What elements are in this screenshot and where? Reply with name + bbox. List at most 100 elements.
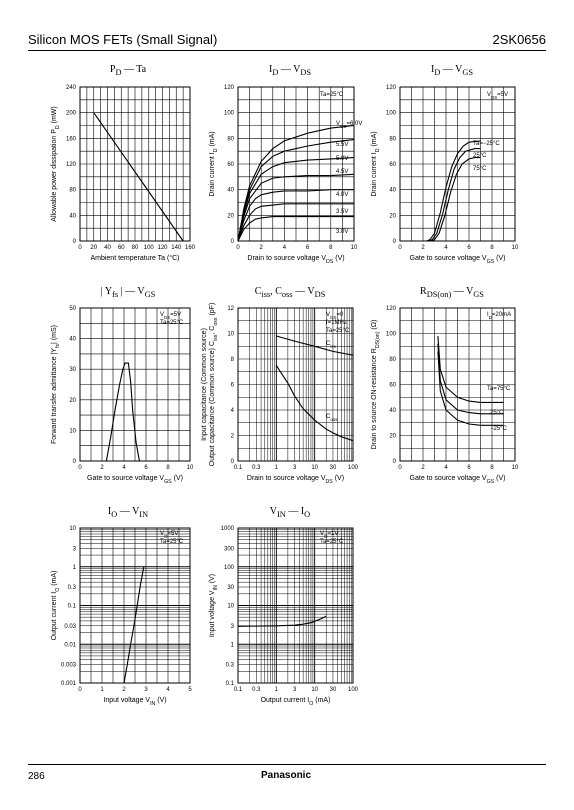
y-tick-label: 0.3	[226, 663, 235, 669]
chart-note: Ta=25°C	[160, 539, 184, 545]
chart-title: VIN — IO	[269, 506, 311, 519]
y-tick-label: 1	[231, 642, 235, 648]
series-line	[237, 173, 355, 242]
y-tick-label: 3	[73, 546, 77, 552]
page-header: Silicon MOS FETs (Small Signal) 2SK0656	[28, 30, 546, 51]
chart-title: | Yfs | — VGS	[100, 286, 156, 299]
y-tick-label: 0	[393, 459, 397, 465]
plot-frame	[399, 307, 516, 462]
y-tick-label: 60	[389, 383, 396, 389]
plot-frame	[237, 86, 355, 242]
x-tick-label: 100	[348, 465, 359, 471]
y-tick-label: 120	[224, 85, 235, 91]
x-tick-label: 2	[122, 687, 126, 693]
x-tick-label: 5	[188, 687, 192, 693]
y-tick-label: 0.003	[61, 663, 77, 669]
chart-note: Ta=25°C	[320, 92, 344, 98]
y-tick-label: 60	[227, 162, 234, 168]
page-number: 286	[28, 771, 45, 782]
x-tick-label: 3	[293, 687, 297, 693]
series-label: 5.5V	[336, 142, 348, 148]
x-axis-label: Gate to source voltage VGS (V)	[410, 475, 506, 485]
y-tick-label: 100	[386, 111, 397, 117]
y-tick-label: 12	[227, 306, 234, 312]
chart-rds-vgs: RDS(on) — VGS	[372, 286, 532, 486]
chart-ciss-coss-vds: Ciss, Coss — VDS	[210, 286, 370, 486]
series-line	[237, 216, 354, 242]
x-tick-label: 30	[330, 465, 337, 471]
x-tick-label: 3	[144, 687, 148, 693]
brand-name: Panasonic	[261, 770, 312, 781]
chart-title: Ciss, Coss — VDS	[254, 286, 326, 299]
series-label: 4.0V	[336, 192, 348, 198]
y-tick-label: 1	[73, 565, 77, 571]
plot-frame	[79, 527, 191, 684]
y-axis-label: Drain current ID (mA)	[371, 131, 381, 196]
series-line	[237, 615, 327, 627]
y-axis-label: Drain to source ON-resistance RDS(on) (Ω…	[371, 320, 381, 450]
y-tick-label: 4	[231, 408, 235, 414]
y-tick-label: 3	[231, 624, 235, 630]
y-tick-label: 10	[227, 604, 234, 610]
chart-note: VO=5V	[160, 531, 178, 539]
x-axis-label: Gate to source voltage VGS (V)	[410, 255, 506, 265]
series-label: Coss	[326, 414, 338, 422]
y-tick-label: 40	[69, 213, 76, 219]
x-tick-label: 4	[283, 245, 287, 251]
chart-note: f=1MHz	[326, 320, 347, 326]
x-tick-label: 140	[171, 245, 182, 251]
y-tick-label: 30	[227, 585, 234, 591]
y-tick-label: 0.1	[226, 681, 235, 687]
y-tick-label: 30	[69, 367, 76, 373]
x-tick-label: 0.3	[252, 687, 261, 693]
series-line	[276, 335, 354, 356]
y-tick-label: 20	[389, 213, 396, 219]
chart-io-vin: IO — VIN	[48, 506, 208, 706]
y-tick-label: 10	[69, 526, 76, 532]
y-tick-label: 80	[227, 136, 234, 142]
y-tick-label: 1000	[221, 526, 235, 532]
x-tick-label: 3	[293, 465, 297, 471]
y-tick-label: 40	[389, 408, 396, 414]
x-tick-label: 10	[512, 245, 519, 251]
y-tick-label: 120	[386, 306, 397, 312]
y-tick-label: 20	[389, 434, 396, 440]
series-line	[437, 336, 504, 403]
x-tick-label: 0	[398, 465, 402, 471]
series-label: −25°C	[490, 426, 508, 432]
y-tick-label: 20	[227, 213, 234, 219]
x-tick-label: 4	[166, 687, 170, 693]
y-tick-label: 50	[69, 306, 76, 312]
x-axis-label: Output current IO (mA)	[261, 697, 331, 707]
x-tick-label: 60	[118, 245, 125, 251]
chart-title: PD — Ta	[109, 64, 147, 77]
x-axis-label: Gate to source voltage VGS (V)	[87, 475, 183, 485]
chart-yfs_vgs: 0 2 4 6 8 10 0 10 20 30 40 50 Gate to source voltage…	[51, 306, 194, 485]
y-tick-label: 80	[389, 357, 396, 363]
x-axis-label: Ambient temperature Ta (°C)	[90, 254, 179, 262]
series-line	[426, 140, 481, 242]
y-tick-label: 200	[66, 111, 77, 117]
chart-title: IO — VIN	[107, 506, 149, 519]
series-label: Ta=75°C	[487, 386, 511, 392]
series-line	[105, 362, 140, 462]
plot-frame	[79, 86, 191, 242]
series-label: Ciss	[326, 341, 337, 349]
y-axis-label: Input voltage VIN (V)	[209, 574, 219, 637]
x-tick-label: 10	[187, 465, 194, 471]
series-label: 25°C	[473, 153, 487, 159]
x-tick-label: 40	[104, 245, 111, 251]
x-tick-label: 10	[512, 465, 519, 471]
x-tick-label: 0.1	[234, 465, 243, 471]
y-tick-label: 0	[231, 239, 235, 245]
part-number: 2SK0656	[492, 32, 547, 47]
chart-vin-io: VIN — IO	[210, 506, 370, 706]
y-tick-label: 80	[69, 188, 76, 194]
plot-frame	[237, 307, 354, 462]
series-label: 5.0V	[336, 156, 348, 162]
y-tick-label: 8	[231, 357, 235, 363]
chart-note: Ta=25°C	[326, 328, 350, 334]
